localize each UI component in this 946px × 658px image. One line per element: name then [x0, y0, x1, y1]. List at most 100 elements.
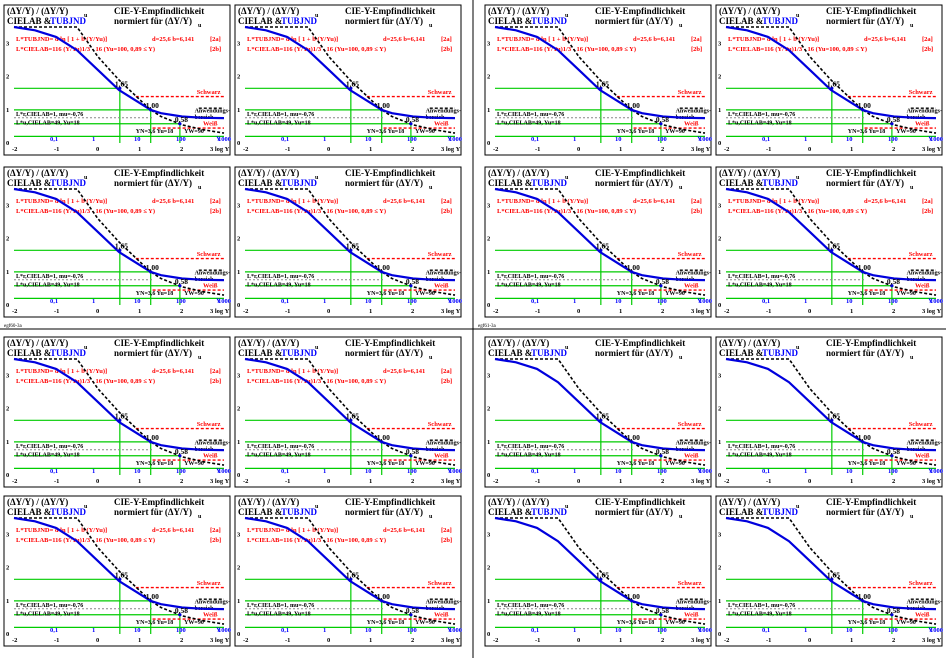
- y-value-tick: 1: [323, 468, 326, 475]
- cielab-curve: [14, 188, 225, 296]
- y-letter: Y: [216, 626, 221, 633]
- weiss-label: Weiß: [434, 282, 449, 289]
- data-marker: [830, 418, 834, 422]
- ratio-title: (ΔY/Y) / (ΔY/Y): [7, 338, 68, 348]
- ratio-sub: u: [315, 345, 319, 351]
- tubjnd-curve: [13, 516, 225, 611]
- x-tick-label: 2: [180, 637, 183, 644]
- weiss-label: Weiß: [915, 282, 930, 289]
- y-tick-label: 2: [237, 74, 240, 81]
- title-line1: CIE-Y-Empfindlichkeit: [826, 338, 916, 348]
- x-tick-label: -1: [535, 308, 540, 315]
- y-tick-label: 0: [718, 631, 721, 638]
- y-value-tick: 10: [365, 136, 372, 143]
- title-line2: normiert für (ΔY/Y): [345, 507, 423, 517]
- title-line1: CIE-Y-Empfindlichkeit: [114, 497, 204, 507]
- tubjnd-label: TUBJND: [50, 507, 87, 517]
- x-tick-label: -1: [766, 637, 771, 644]
- marker-label: 0,58: [406, 115, 419, 124]
- green-grid: [245, 419, 455, 475]
- data-marker: [890, 284, 894, 288]
- x-tick-label: 2: [411, 146, 414, 153]
- data-marker: [349, 418, 353, 422]
- data-marker: [409, 122, 413, 126]
- y-letter: Y: [697, 626, 702, 633]
- cielab-label: CIELAB &: [719, 348, 764, 358]
- y-value-tick: 1: [804, 136, 807, 143]
- panel-frame: [715, 4, 943, 156]
- y-value-tick: 0,1: [281, 298, 289, 305]
- title-line2: normiert für (ΔY/Y): [595, 178, 673, 188]
- y-value-tick: 1: [92, 468, 95, 475]
- x-tick-label: -2: [493, 146, 498, 153]
- title-sub: u: [910, 185, 914, 191]
- schwarz-label: Schwarz: [678, 89, 702, 96]
- schwarz-label: Schwarz: [678, 251, 702, 258]
- y-letter: Y: [447, 297, 452, 304]
- cielab-label: CIELAB &: [488, 507, 533, 517]
- green-grid: [14, 419, 224, 475]
- x-tick-label: -1: [54, 308, 59, 315]
- cielab-r-label: L*r,CIELAB=1, mu=-0,76: [16, 112, 83, 118]
- cielab-curve: [495, 26, 706, 134]
- x-tick-label: 1: [138, 308, 141, 315]
- title-line2: normiert für (ΔY/Y): [826, 348, 904, 358]
- cielab-u-label: L*u,CIELAB=49, Yu=18: [497, 611, 561, 617]
- y-value-tick: 100: [657, 136, 667, 143]
- y-letter: Y: [928, 467, 933, 474]
- y-value-tick: 0,1: [762, 468, 770, 475]
- data-marker: [659, 613, 663, 617]
- data-marker: [890, 122, 894, 126]
- ratio-title: (ΔY/Y) / (ΔY/Y): [719, 6, 780, 16]
- cielab-u-label: L*u,CIELAB=49, Yu=18: [497, 282, 561, 288]
- data-marker: [599, 248, 603, 252]
- yn-yu-label: YN=3,6 Yu=18: [617, 291, 654, 297]
- y-value-tick: 10: [134, 298, 141, 305]
- formula-tag-b: [2b]: [210, 208, 221, 215]
- cielab-label: CIELAB &: [719, 178, 764, 188]
- marker-label: 1,00: [377, 263, 390, 272]
- y-tick-label: 3: [718, 373, 722, 380]
- y-letter: Y: [216, 467, 221, 474]
- formula-tag-a: [2a]: [691, 36, 702, 43]
- ratio-title: (ΔY/Y) / (ΔY/Y): [719, 338, 780, 348]
- yn-yu-label: YN=3,6 Yu=18: [848, 461, 885, 467]
- x-tick-label: 1: [369, 146, 372, 153]
- marker-label: 0,58: [406, 606, 419, 615]
- green-grid: [495, 419, 705, 475]
- y-tick-label: 1: [487, 107, 490, 114]
- cielab-r-label: L*r,CIELAB=1, mu=-0,76: [247, 274, 314, 280]
- weiss-label: Weiß: [915, 611, 930, 618]
- y-value-tick: 10: [846, 298, 853, 305]
- yw-label: YW=90: [896, 461, 916, 467]
- x-axis-label: 3 log Y: [691, 308, 711, 315]
- formula-tag-b: [2b]: [441, 537, 452, 544]
- tubjnd-label: TUBJND: [531, 178, 568, 188]
- ratio-sub: u: [565, 13, 569, 19]
- y-tick-label: 1: [6, 598, 9, 605]
- cielab-r-label: L*r,CIELAB=1, mu=-0,76: [497, 444, 564, 450]
- y-value-tick: 0,1: [50, 468, 58, 475]
- y-tick-label: 1: [718, 598, 721, 605]
- data-marker: [178, 454, 182, 458]
- yw-label: YW=90: [896, 291, 916, 297]
- y-value-tick: 1000: [218, 298, 231, 305]
- chart-panel: (ΔY/Y) / (ΔY/Y) u CIELAB &TUBJND CIE-Y-Empf…: [484, 336, 712, 488]
- y-tick-label: 1: [6, 107, 9, 114]
- ratio-sub: u: [565, 345, 569, 351]
- y-tick-label: 2: [6, 236, 9, 243]
- y-tick-label: 2: [237, 236, 240, 243]
- ratio-title: (ΔY/Y) / (ΔY/Y): [238, 168, 299, 178]
- chart-panel: (ΔY/Y) / (ΔY/Y) u CIELAB &TUBJND CIE-Y-Empf…: [484, 4, 712, 156]
- schwarz-label: Schwarz: [678, 580, 702, 587]
- data-marker: [118, 248, 122, 252]
- data-marker: [659, 284, 663, 288]
- data-marker: [349, 248, 353, 252]
- data-marker: [890, 454, 894, 458]
- cielab-label: CIELAB &: [7, 16, 52, 26]
- y-value-tick: 10: [365, 627, 372, 634]
- marker-label: 1,00: [146, 592, 159, 601]
- marker-label: 1,65: [827, 411, 840, 420]
- schwarz-label: Schwarz: [197, 251, 221, 258]
- weiss-label: Weiß: [915, 452, 930, 459]
